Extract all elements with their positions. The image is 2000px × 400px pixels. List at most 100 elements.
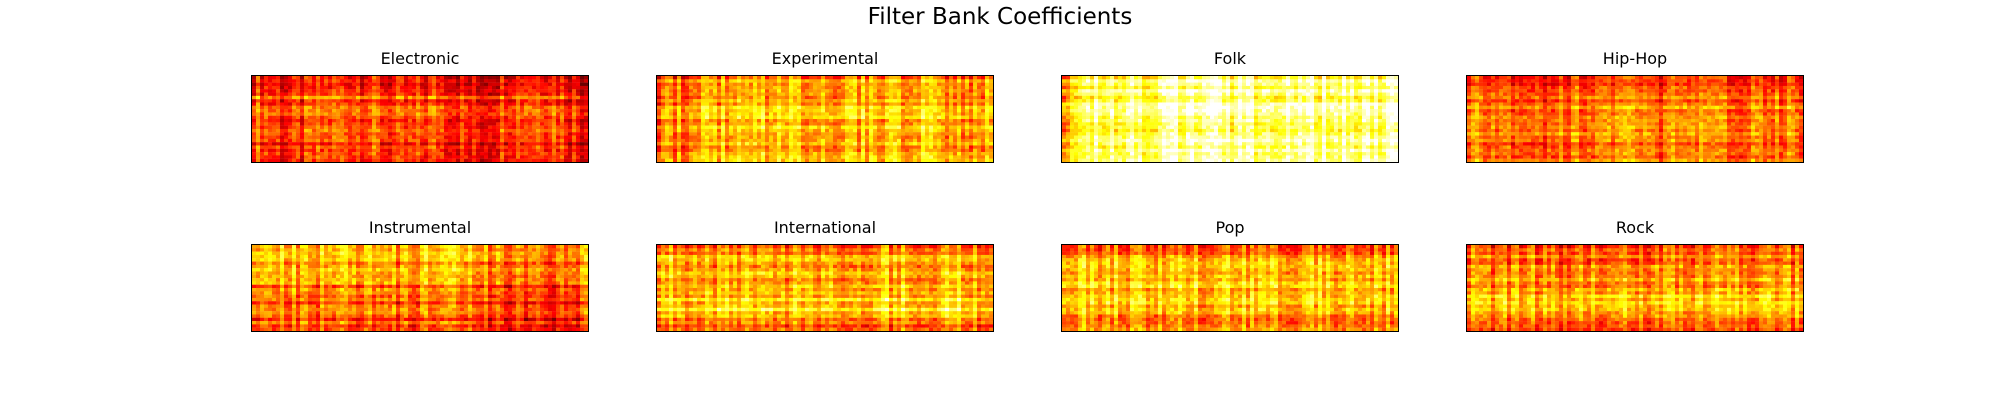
heatmap-cell (1222, 76, 1227, 80)
heatmap-cell (757, 125, 762, 130)
heatmap-cell (1126, 95, 1131, 100)
heatmap-cell (877, 115, 882, 120)
heatmap-cell (745, 145, 750, 149)
heatmap-cell (877, 102, 882, 106)
heatmap-cell (412, 145, 417, 149)
heatmap-cell (773, 148, 778, 153)
heatmap-cell (777, 135, 782, 140)
heatmap-cell (917, 158, 922, 162)
heatmap-cell (937, 128, 942, 133)
heatmap-cell (713, 76, 718, 80)
heatmap-cell (552, 109, 557, 113)
heatmap-cell (1186, 76, 1191, 80)
heatmap-cell (324, 99, 329, 103)
heatmap-cell (296, 148, 301, 153)
heatmap-cell (348, 158, 353, 162)
heatmap-cell (292, 148, 297, 153)
heatmap-cell (821, 145, 826, 149)
heatmap-cell (721, 158, 726, 162)
heatmap-cell (709, 158, 714, 162)
heatmap-cell (1338, 89, 1343, 93)
heatmap-cell (1098, 92, 1103, 97)
heatmap-cell (368, 148, 373, 153)
heatmap-cell (572, 125, 577, 130)
heatmap-cell (989, 145, 993, 149)
heatmap-cell (1246, 79, 1251, 83)
heatmap-cell (444, 145, 449, 149)
heatmap-cell (785, 105, 790, 110)
heatmap-cell (536, 102, 541, 106)
heatmap-cell (404, 128, 409, 133)
heatmap-cell (508, 128, 513, 133)
heatmap-cell (837, 115, 842, 120)
heatmap-cell (464, 155, 469, 159)
heatmap-cell (789, 152, 794, 156)
heatmap-cell (697, 148, 702, 153)
heatmap-cell (548, 125, 553, 130)
heatmap-cell (969, 145, 974, 149)
heatmap-cell (468, 138, 473, 143)
heatmap-cell (1134, 95, 1139, 100)
heatmap-cell (472, 125, 477, 130)
heatmap-cell (909, 115, 914, 120)
heatmap-cell (272, 152, 277, 156)
heatmap-cell (893, 135, 898, 140)
heatmap-cell (753, 115, 758, 120)
heatmap-cell (801, 142, 806, 146)
heatmap-cell (741, 135, 746, 140)
heatmap-cell (424, 102, 429, 106)
heatmap-cell (761, 119, 766, 123)
heatmap-cell (280, 128, 285, 133)
heatmap-cell (512, 132, 517, 136)
heatmap-cell (873, 76, 878, 80)
heatmap-cell (388, 85, 393, 90)
heatmap-cell (332, 99, 337, 103)
heatmap-cell (432, 158, 437, 162)
heatmap-cell (444, 76, 449, 80)
heatmap-cell (973, 152, 978, 156)
heatmap-cell (849, 125, 854, 130)
heatmap-cell (765, 152, 770, 156)
heatmap-cell (288, 158, 293, 162)
heatmap-cell (701, 145, 706, 149)
heatmap-cell (252, 82, 257, 87)
heatmap-cell (949, 132, 954, 136)
heatmap-cell (392, 122, 397, 126)
heatmap-cell (352, 112, 357, 116)
heatmap-cell (252, 138, 257, 143)
heatmap-cell (1118, 99, 1123, 103)
heatmap-cell (432, 128, 437, 133)
heatmap-cell (677, 152, 682, 156)
heatmap-cell (761, 148, 766, 153)
heatmap-cell (849, 152, 854, 156)
heatmap-cell (1110, 92, 1115, 97)
heatmap-cell (288, 125, 293, 130)
heatmap-cell (384, 76, 389, 80)
heatmap-cell (773, 76, 778, 80)
heatmap-cell (1246, 92, 1251, 97)
heatmap-cell (432, 148, 437, 153)
heatmap-cell (1074, 89, 1079, 93)
heatmap-cell (777, 82, 782, 87)
heatmap-cell (368, 89, 373, 93)
heatmap-cell (424, 76, 429, 80)
heatmap-cell (376, 158, 381, 162)
heatmap-cell (713, 112, 718, 116)
heatmap-cell (853, 85, 858, 90)
heatmap-cell (352, 102, 357, 106)
heatmap-cell (753, 142, 758, 146)
heatmap-cell (833, 92, 838, 97)
heatmap-cell (665, 148, 670, 153)
heatmap-cell (508, 152, 513, 156)
heatmap-cell (825, 145, 830, 149)
heatmap-cell (516, 145, 521, 149)
heatmap-cell (548, 135, 553, 140)
heatmap-cell (416, 145, 421, 149)
heatmap-cell (897, 115, 902, 120)
heatmap-cell (380, 158, 385, 162)
heatmap-cell (697, 158, 702, 162)
heatmap-cell (837, 109, 842, 113)
heatmap-cell (1346, 85, 1351, 90)
heatmap-cell (789, 122, 794, 126)
heatmap-cell (416, 135, 421, 140)
